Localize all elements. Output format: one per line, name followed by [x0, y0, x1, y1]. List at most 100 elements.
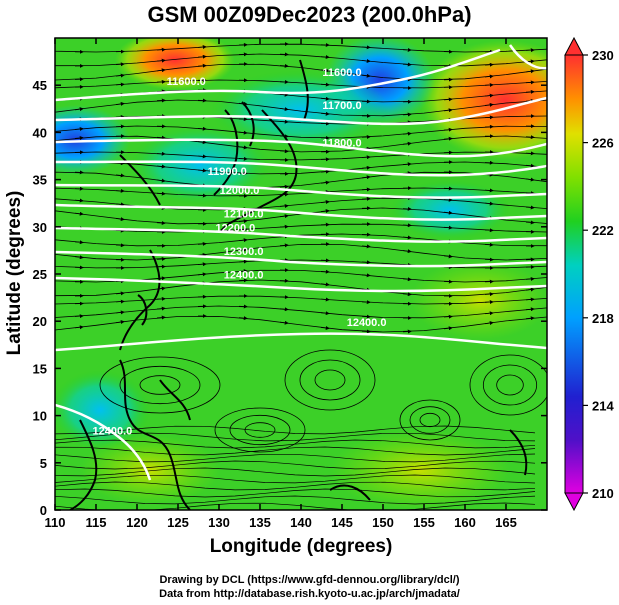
- streamline-arrow: [197, 262, 207, 267]
- streamline-arrow: [443, 314, 453, 319]
- x-tick-label: 110: [45, 515, 66, 530]
- streamline-arrow: [361, 155, 371, 160]
- colorbar: 210 214 218 222 226 230: [564, 36, 614, 512]
- contour-label: 12000.0: [220, 185, 260, 197]
- streamline-arrow: [197, 45, 207, 50]
- streamline: [55, 488, 536, 498]
- colorbar-tick-label: 218: [592, 311, 614, 326]
- streamline-arrow: [443, 127, 453, 132]
- streamline-arrow: [74, 240, 84, 245]
- streamline-arrow: [279, 184, 289, 189]
- streamline-arrow: [238, 145, 248, 150]
- streamline-arrow: [115, 217, 125, 222]
- streamline-arrow: [156, 164, 166, 169]
- streamline-arrow: [320, 311, 330, 316]
- streamline-arrow: [484, 83, 494, 87]
- streamline-arrow: [484, 292, 494, 297]
- streamline-arrow: [156, 178, 166, 183]
- streamline-arrow: [156, 47, 166, 52]
- y-tick-label: 15: [33, 361, 47, 376]
- streamline-arrow: [197, 126, 207, 131]
- streamline-arrow: [320, 96, 330, 101]
- x-tick-label: 130: [208, 515, 230, 530]
- streamline-arrow: [156, 315, 166, 320]
- streamline-arrow: [320, 68, 330, 73]
- streamline-arrow: [279, 63, 289, 68]
- streamline-eddy: [409, 406, 451, 434]
- streamline-arrow: [279, 149, 289, 154]
- streamline-arrow: [361, 73, 371, 78]
- colorbar-tick-label: 226: [592, 136, 614, 151]
- coastline: [69, 59, 528, 510]
- streamline-arrow: [320, 282, 330, 287]
- streamline-arrow: [361, 273, 371, 278]
- streamline-arrow: [361, 300, 371, 305]
- streamline-arrow: [484, 93, 494, 98]
- streamline-eddy: [229, 414, 291, 446]
- x-tick-label: 150: [372, 515, 394, 530]
- streamline-arrow: [238, 227, 248, 232]
- temperature-field: [55, 38, 547, 510]
- streamline-arrow: [525, 80, 535, 85]
- streamline-arrow: [74, 126, 84, 131]
- streamline-arrow: [443, 97, 453, 102]
- colorbar-tick-label: 230: [592, 48, 614, 63]
- streamline-arrow: [361, 244, 371, 249]
- streamline-arrow: [525, 297, 535, 302]
- y-tick-label: 25: [33, 267, 47, 282]
- streamline-eddy: [139, 375, 181, 395]
- streamline-eddy: [99, 356, 221, 414]
- streamline-arrow: [320, 269, 330, 274]
- streamline-arrow: [156, 221, 166, 225]
- streamline-arrow: [115, 188, 125, 193]
- footer-credit-drawing: Drawing by DCL (https://www.gfd-dennou.o…: [159, 574, 460, 586]
- streamline-arrow: [443, 108, 453, 113]
- streamline-arrow: [156, 191, 166, 196]
- wind-streamlines: [55, 42, 547, 510]
- streamline-arrow: [115, 310, 125, 315]
- y-tick-label: 5: [40, 456, 47, 471]
- streamline-arrow: [115, 320, 125, 324]
- footer-credit-data: Data from http://database.rish.kyoto-u.a…: [159, 588, 460, 600]
- y-tick-label: 35: [33, 173, 47, 188]
- colorbar-tick-label: 214: [592, 398, 614, 413]
- streamline-arrow: [115, 173, 125, 178]
- y-tick-label: 30: [33, 220, 47, 235]
- streamline-arrow: [115, 82, 125, 87]
- page-title: GSM 00Z09Dec2023 (200.0hPa): [147, 2, 472, 27]
- streamline-arrow: [484, 102, 494, 107]
- streamline: [55, 495, 536, 505]
- streamline-arrow: [238, 130, 248, 135]
- streamline-arrow: [279, 107, 289, 112]
- streamline-arrow: [197, 241, 207, 246]
- streamline: [55, 171, 547, 189]
- streamline-arrow: [525, 135, 535, 140]
- contour-label: 11600.0: [322, 67, 361, 79]
- streamline-arrow: [279, 320, 289, 325]
- colorbar-min-arrow: [564, 492, 584, 512]
- streamline-arrow: [361, 58, 371, 63]
- streamline-arrow: [197, 272, 207, 277]
- streamline-arrow: [320, 326, 330, 331]
- streamline-arrow: [156, 58, 166, 63]
- streamline-arrow: [525, 191, 535, 196]
- height-contours: [55, 44, 547, 481]
- colorbar-scale: [564, 54, 584, 494]
- streamline-arrow: [156, 135, 166, 140]
- streamline-arrow: [279, 224, 289, 229]
- streamline-arrow: [443, 225, 453, 230]
- contour-label: 12400.0: [93, 425, 133, 437]
- streamline-arrow: [361, 175, 371, 180]
- streamline-arrow: [484, 321, 494, 326]
- contour-label: 12300.0: [224, 246, 264, 258]
- x-tick-label: 120: [126, 515, 148, 530]
- streamline: [55, 432, 536, 442]
- streamline-arrow: [156, 257, 166, 261]
- x-axis: 110 115 120 125 130 135 140 145 150 155 160 165: [45, 38, 517, 530]
- streamline-arrow: [156, 296, 166, 301]
- y-axis-label: Latitude (degrees): [4, 190, 25, 356]
- streamline-eddy: [119, 365, 201, 405]
- streamline-arrow: [525, 307, 535, 312]
- x-tick-label: 165: [495, 515, 517, 530]
